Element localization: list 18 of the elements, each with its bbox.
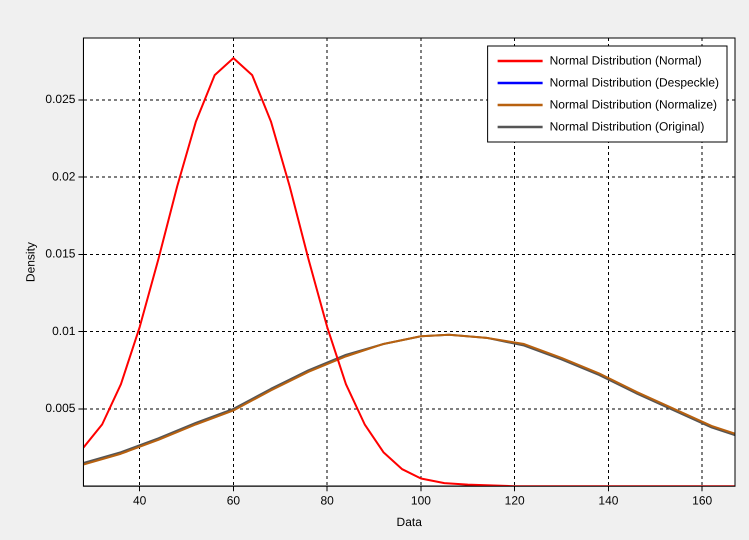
- x-tick-label: 60: [226, 494, 240, 508]
- x-tick-label: 80: [320, 494, 334, 508]
- legend-label: Normal Distribution (Original): [550, 119, 704, 134]
- x-tick-label: 120: [504, 494, 526, 508]
- y-tick-label: 0.02: [52, 169, 76, 184]
- legend-label: Normal Distribution (Despeckle): [550, 75, 720, 90]
- x-tick-label: 160: [692, 494, 713, 508]
- y-tick-label: 0.01: [52, 324, 76, 338]
- legend-label: Normal Distribution (Normal): [550, 53, 702, 68]
- y-tick-label: 0.005: [45, 401, 76, 416]
- y-tick-label: 0.025: [45, 92, 76, 106]
- y-tick-label: 0.015: [45, 246, 76, 261]
- y-axis-title: Density: [24, 242, 38, 282]
- x-tick-label: 100: [410, 494, 432, 508]
- legend-label: Normal Distribution (Normalize): [550, 97, 717, 112]
- x-tick-label: 140: [598, 494, 619, 508]
- x-tick-label: 40: [133, 494, 147, 508]
- x-axis-title: Data: [396, 515, 422, 530]
